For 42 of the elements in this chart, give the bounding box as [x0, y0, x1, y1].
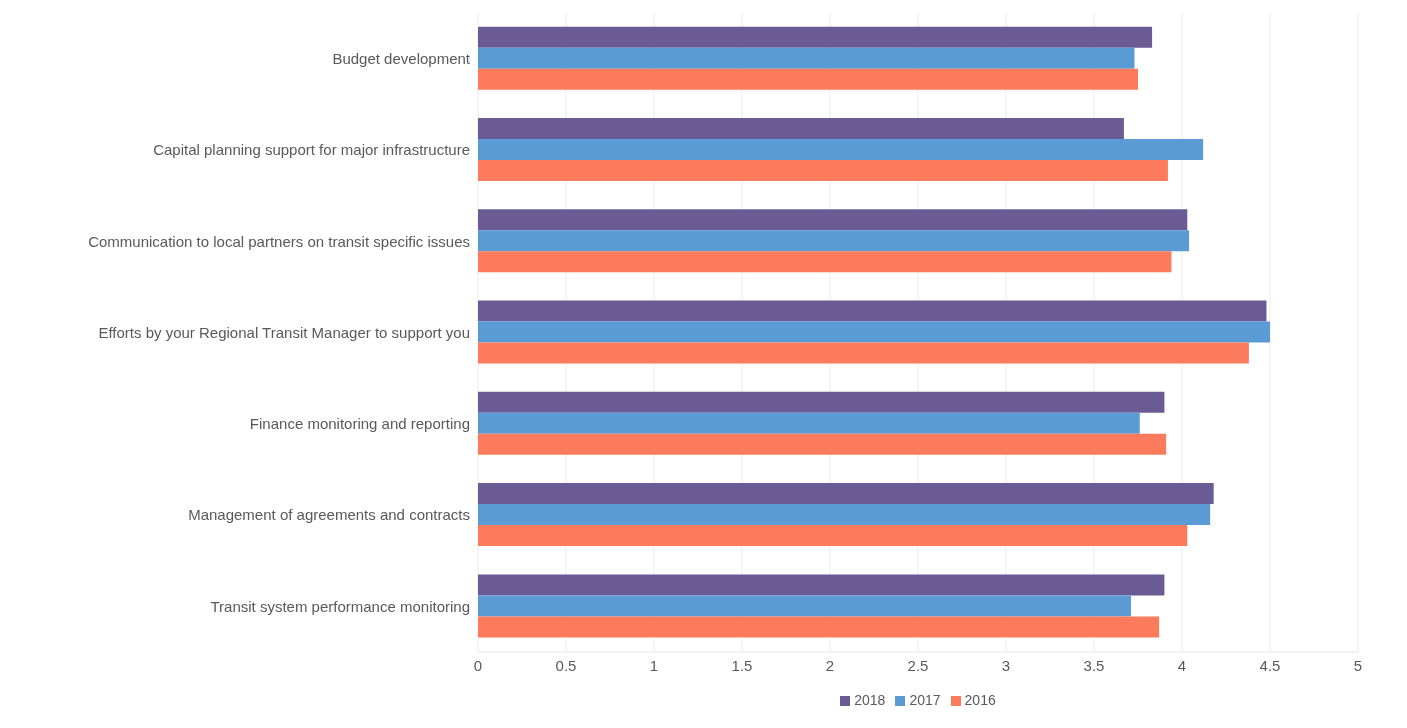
bar — [478, 47, 1135, 69]
y-tick-label: Transit system performance monitoring — [210, 597, 470, 615]
bar — [478, 321, 1270, 343]
y-tick-label: Capital planning support for major infrastructure — [153, 141, 470, 159]
bar — [478, 412, 1140, 434]
y-tick-label: Budget development — [332, 49, 471, 67]
x-tick-label: 1 — [649, 656, 659, 674]
bar — [478, 504, 1211, 526]
bar — [478, 209, 1188, 231]
bar — [478, 483, 1214, 505]
x-tick-label: 3 — [1001, 656, 1011, 674]
x-tick-label: 4 — [1177, 656, 1187, 674]
bar — [478, 300, 1267, 322]
x-tick-label: 5 — [1353, 656, 1363, 674]
bar — [478, 595, 1131, 617]
bar — [478, 391, 1165, 413]
legend-label: 2017 — [909, 692, 941, 708]
legend-label: 2016 — [964, 692, 996, 708]
y-tick-label: Finance monitoring and reporting — [249, 415, 470, 433]
bar — [478, 574, 1165, 596]
bar — [478, 26, 1153, 48]
bar — [478, 68, 1138, 90]
bar — [478, 159, 1168, 181]
x-tick-label: 1.5 — [731, 656, 753, 674]
bar — [478, 138, 1204, 160]
bar — [478, 117, 1124, 139]
bar — [478, 230, 1190, 252]
bar — [478, 525, 1188, 547]
bar — [478, 433, 1167, 455]
x-tick-label: 0.5 — [555, 656, 577, 674]
x-tick-label: 4.5 — [1259, 656, 1281, 674]
x-tick-label: 3.5 — [1083, 656, 1105, 674]
x-tick-label: 2 — [825, 656, 835, 674]
y-tick-label: Efforts by your Regional Transit Manager to support you — [98, 323, 470, 341]
x-tick-label: 2.5 — [907, 656, 929, 674]
y-tick-label: Communication to local partners on transit specific issues — [88, 232, 470, 250]
bar — [478, 616, 1160, 638]
bar — [478, 251, 1172, 273]
y-tick-label: Management of agreements and contracts — [188, 506, 470, 524]
legend-label: 2018 — [854, 692, 886, 708]
bar — [478, 342, 1249, 364]
x-tick-label: 0 — [473, 656, 483, 674]
